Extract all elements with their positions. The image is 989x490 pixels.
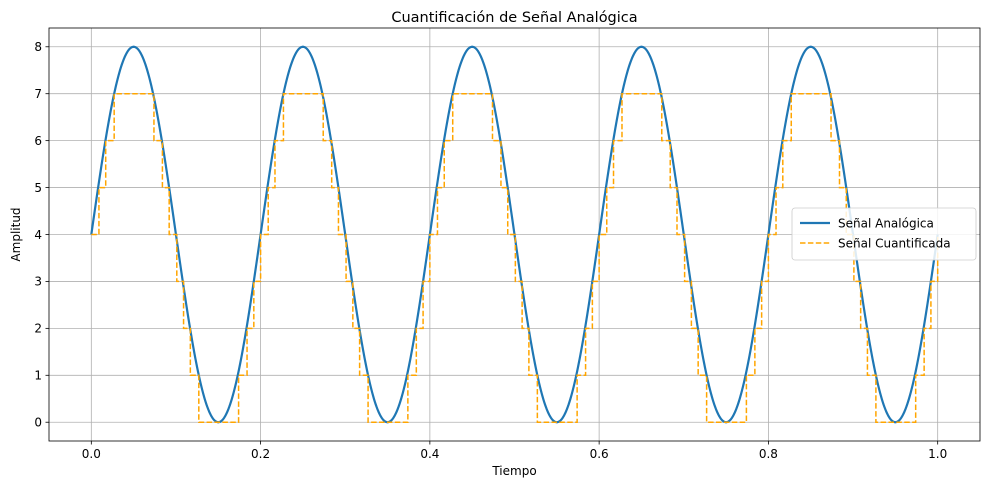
legend-box (791, 207, 977, 261)
x-tick-label: 0.8 (759, 447, 778, 461)
chart-title: Cuantificación de Señal Analógica (391, 10, 637, 26)
x-tick-label: 0.4 (420, 447, 439, 461)
x-tick-label: 0.6 (590, 447, 609, 461)
legend-label-analog: Señal Analógica (838, 216, 934, 230)
x-axis-label: Tiempo (491, 464, 536, 478)
y-tick-label: 7 (34, 87, 42, 101)
y-tick-label: 6 (34, 134, 42, 148)
y-tick-label: 3 (34, 275, 42, 289)
series-quantized-line (91, 92, 939, 423)
y-tick-label: 5 (34, 181, 42, 195)
y-tick-label: 1 (34, 369, 42, 383)
y-tick-label: 2 (34, 322, 42, 336)
y-tick-label: 4 (34, 228, 42, 242)
x-tick-label: 1.0 (928, 447, 947, 461)
legend-label-quantized: Señal Cuantificada (838, 236, 951, 250)
ticks: 0.0 0.2 0.4 0.6 0.8 1.0 0 1 2 3 4 5 6 7 8 (34, 40, 947, 461)
y-tick-label: 8 (34, 40, 42, 54)
x-tick-label: 0.0 (82, 447, 101, 461)
x-tick-label: 0.2 (251, 447, 270, 461)
series-layer (90, 45, 939, 424)
y-axis-label: Amplitud (9, 207, 23, 261)
legend: Señal Analógica Señal Cuantificada (791, 207, 977, 261)
y-tick-label: 0 (34, 416, 42, 430)
